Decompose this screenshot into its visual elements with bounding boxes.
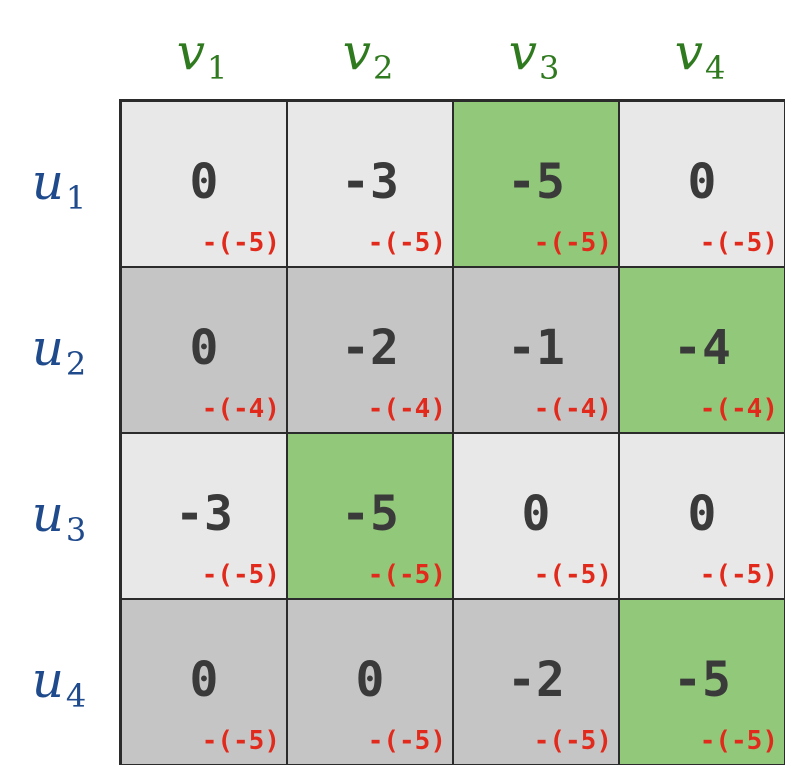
row-label-base: u [31,485,64,543]
cell-u2-v1: 0 -(-4) [121,267,287,433]
cell-u2-v2: -2 -(-4) [287,267,453,433]
row-label-u2: u2 [0,265,118,431]
column-label-v2: v2 [285,12,451,92]
cell-subtraction: -(-5) [201,560,280,590]
row-label-base: u [31,319,64,377]
cell-u4-v1: 0 -(-5) [121,599,287,765]
cell-value: 0 [189,652,219,708]
row-label-u4: u4 [0,597,118,763]
cell-subtraction: -(-4) [699,394,778,424]
column-label-subscript: 1 [206,49,228,87]
column-label-v1: v1 [119,12,285,92]
cell-value: -2 [341,320,399,376]
cell-value: -2 [507,652,565,708]
cell-value: -1 [507,320,565,376]
row-label-subscript: 1 [65,179,87,217]
row-label-base: u [31,153,64,211]
row-label-u1: u1 [0,99,118,265]
column-label-subscript: 4 [704,49,726,87]
cell-value: -3 [341,154,399,210]
cell-value: 0 [355,652,385,708]
row-label-base: u [31,651,64,709]
cell-subtraction: -(-5) [699,726,778,756]
cell-u3-v1: -3 -(-5) [121,433,287,599]
cell-subtraction: -(-5) [699,560,778,590]
cell-value: 0 [189,320,219,376]
cell-subtraction: -(-4) [367,394,446,424]
cell-value: -4 [673,320,731,376]
cell-subtraction: -(-5) [201,228,280,258]
cell-value: 0 [687,154,717,210]
row-label-subscript: 3 [65,511,87,549]
column-label-subscript: 2 [372,49,394,87]
row-label-subscript: 4 [65,677,87,715]
cell-subtraction: -(-4) [201,394,280,424]
cell-value: 0 [687,486,717,542]
cell-subtraction: -(-5) [533,228,612,258]
column-label-v4: v4 [617,12,783,92]
cell-subtraction: -(-5) [699,228,778,258]
cell-subtraction: -(-5) [367,228,446,258]
cell-u3-v3: 0 -(-5) [453,433,619,599]
cell-u1-v1: 0 -(-5) [121,101,287,267]
cell-u1-v3: -5 -(-5) [453,101,619,267]
cell-subtraction: -(-5) [533,560,612,590]
cell-u1-v2: -3 -(-5) [287,101,453,267]
cell-value: -5 [507,154,565,210]
cell-value: -5 [673,652,731,708]
cell-u3-v2: -5 -(-5) [287,433,453,599]
cell-u4-v3: -2 -(-5) [453,599,619,765]
cell-u3-v4: 0 -(-5) [619,433,785,599]
cell-u2-v3: -1 -(-4) [453,267,619,433]
cell-value: 0 [189,154,219,210]
cell-subtraction: -(-5) [533,726,612,756]
cell-subtraction: -(-4) [533,394,612,424]
cell-u1-v4: 0 -(-5) [619,101,785,267]
cell-subtraction: -(-5) [367,726,446,756]
cell-u4-v2: 0 -(-5) [287,599,453,765]
cell-value: -3 [175,486,233,542]
column-label-subscript: 3 [538,49,560,87]
cell-value: -5 [341,486,399,542]
column-label-base: v [176,23,205,81]
column-label-base: v [508,23,537,81]
cell-u2-v4: -4 -(-4) [619,267,785,433]
cell-u4-v4: -5 -(-5) [619,599,785,765]
cell-value: 0 [521,486,551,542]
cell-subtraction: -(-5) [367,560,446,590]
column-label-base: v [342,23,371,81]
row-label-subscript: 2 [65,345,87,383]
row-label-u3: u3 [0,431,118,597]
column-label-base: v [674,23,703,81]
column-label-v3: v3 [451,12,617,92]
cell-subtraction: -(-5) [201,726,280,756]
matrix-grid: 0 -(-5) -3 -(-5) -5 -(-5) 0 -(-5) 0 -(-4) -2 -(-4) -… [119,99,785,765]
